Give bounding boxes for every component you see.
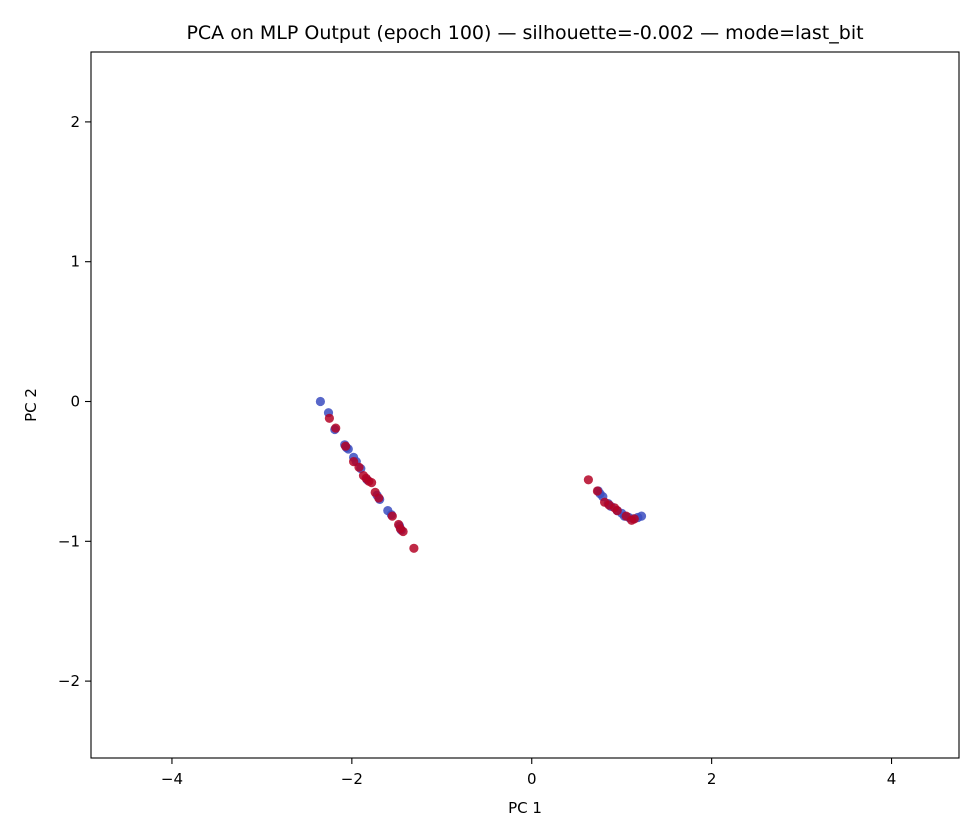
x-tick-label: 0 xyxy=(527,770,537,788)
scatter-point xyxy=(331,423,341,433)
scatter-point xyxy=(398,526,408,537)
x-tick-label: −2 xyxy=(341,770,363,788)
scatter-point xyxy=(341,441,351,451)
scatter-point xyxy=(583,475,594,485)
scatter-point xyxy=(354,462,364,472)
x-tick-label: −4 xyxy=(161,770,183,788)
y-tick-label: 1 xyxy=(70,253,80,271)
y-axis-label: PC 2 xyxy=(22,388,40,422)
plot-area-frame xyxy=(90,51,960,759)
scatter-point xyxy=(612,506,622,516)
x-axis-ticks: −4 −2 0 2 4 xyxy=(161,758,896,788)
scatter-point xyxy=(409,543,419,553)
x-tick-label: 2 xyxy=(707,770,717,788)
y-tick-label: −2 xyxy=(58,672,80,690)
scatter-point xyxy=(367,478,377,488)
scatter-point xyxy=(324,413,334,423)
x-tick-label: 4 xyxy=(887,770,897,788)
y-tick-label: 2 xyxy=(70,113,80,131)
y-axis-ticks: −2 −1 0 1 2 xyxy=(58,113,91,690)
scatter-point xyxy=(592,486,603,496)
scatter-point xyxy=(315,396,325,407)
scatter-point xyxy=(374,493,384,503)
scatter-point xyxy=(387,511,397,521)
y-tick-label: −1 xyxy=(58,532,80,550)
scatter-points xyxy=(315,396,647,553)
x-axis-label: PC 1 xyxy=(508,799,542,817)
y-tick-label: 0 xyxy=(70,393,80,411)
chart-title: PCA on MLP Output (epoch 100) — silhouet… xyxy=(186,22,863,44)
scatter-point xyxy=(629,514,639,524)
scatter-point xyxy=(636,511,647,521)
